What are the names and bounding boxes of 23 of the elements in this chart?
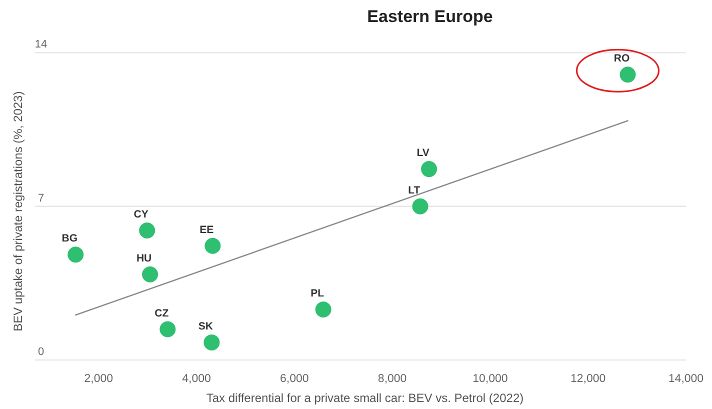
annotation: SK bbox=[198, 320, 214, 332]
annotation: LT bbox=[408, 184, 421, 196]
annotation: PL bbox=[310, 288, 325, 300]
x-tick-label: 10,000 bbox=[472, 373, 508, 385]
annotation: HU bbox=[136, 252, 152, 264]
y-axis-title: BEV uptake of private registrations (%, 2023) bbox=[11, 91, 25, 332]
x-tick-label: 12,000 bbox=[570, 373, 606, 385]
x-tick-label: 6,000 bbox=[280, 373, 309, 385]
y-tick-label: 14 bbox=[34, 38, 48, 51]
annotation: EE bbox=[200, 224, 214, 236]
annotation: CY bbox=[134, 208, 148, 220]
chart-title: Eastern Europe bbox=[367, 7, 493, 26]
annotation: LV bbox=[416, 147, 430, 160]
x-axis-title: Tax differential for a private small car: BEV vs. Petrol (2022) bbox=[206, 391, 524, 405]
x-tick-label: 14,000 bbox=[668, 373, 704, 385]
x-tick-label: 8,000 bbox=[378, 373, 407, 385]
x-tick-label: 2,000 bbox=[84, 373, 114, 385]
annotation: CZ bbox=[154, 307, 170, 320]
annotation: BG bbox=[62, 232, 78, 245]
y-tick-label: 7 bbox=[38, 192, 44, 204]
annotation: RO bbox=[614, 52, 630, 65]
y-tick-label: 0 bbox=[38, 346, 44, 358]
x-tick-label: 4,000 bbox=[182, 373, 211, 385]
